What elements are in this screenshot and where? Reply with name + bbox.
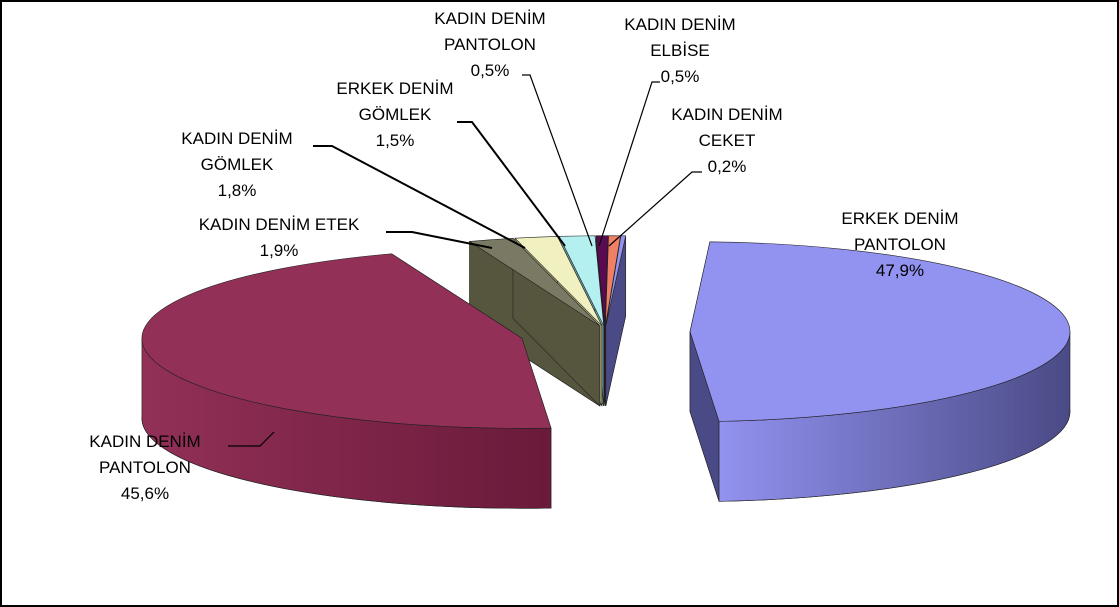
slice-label-6: KADIN DENİM ELBİSE 0,5%: [624, 15, 735, 86]
leader-line-2: [386, 231, 493, 249]
leader-line-7: [608, 171, 702, 247]
pie-slice-1: [141, 253, 552, 509]
slice-label-7: KADIN DENİM CEKET 0,2%: [671, 105, 782, 176]
pie-slice-2: [468, 237, 601, 407]
slice-label-5: KADIN DENİM PANTOLON 0,5%: [434, 9, 545, 80]
leader-line-3: [313, 145, 526, 249]
slice-label-4: ERKEK DENİM GÖMLEK 1,5%: [336, 79, 453, 150]
slice-label-3: KADIN DENİM GÖMLEK 1,8%: [181, 129, 292, 200]
pie-slice-0: [689, 241, 1071, 502]
leader-line-4: [457, 121, 566, 247]
leader-line-1: [228, 431, 275, 447]
slice-label-2: KADIN DENİM ETEK 1,9%: [199, 215, 360, 260]
leader-line-6: [598, 81, 660, 247]
slice-label-1: KADIN DENİM PANTOLON 45,6%: [89, 432, 200, 503]
leader-line-5: [522, 74, 593, 247]
slice-label-0: ERKEK DENİM PANTOLON 47,9%: [841, 209, 958, 280]
